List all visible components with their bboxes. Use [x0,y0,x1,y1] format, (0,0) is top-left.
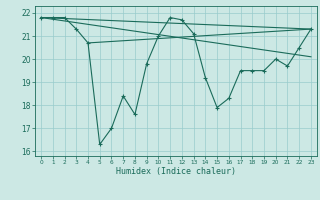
X-axis label: Humidex (Indice chaleur): Humidex (Indice chaleur) [116,167,236,176]
